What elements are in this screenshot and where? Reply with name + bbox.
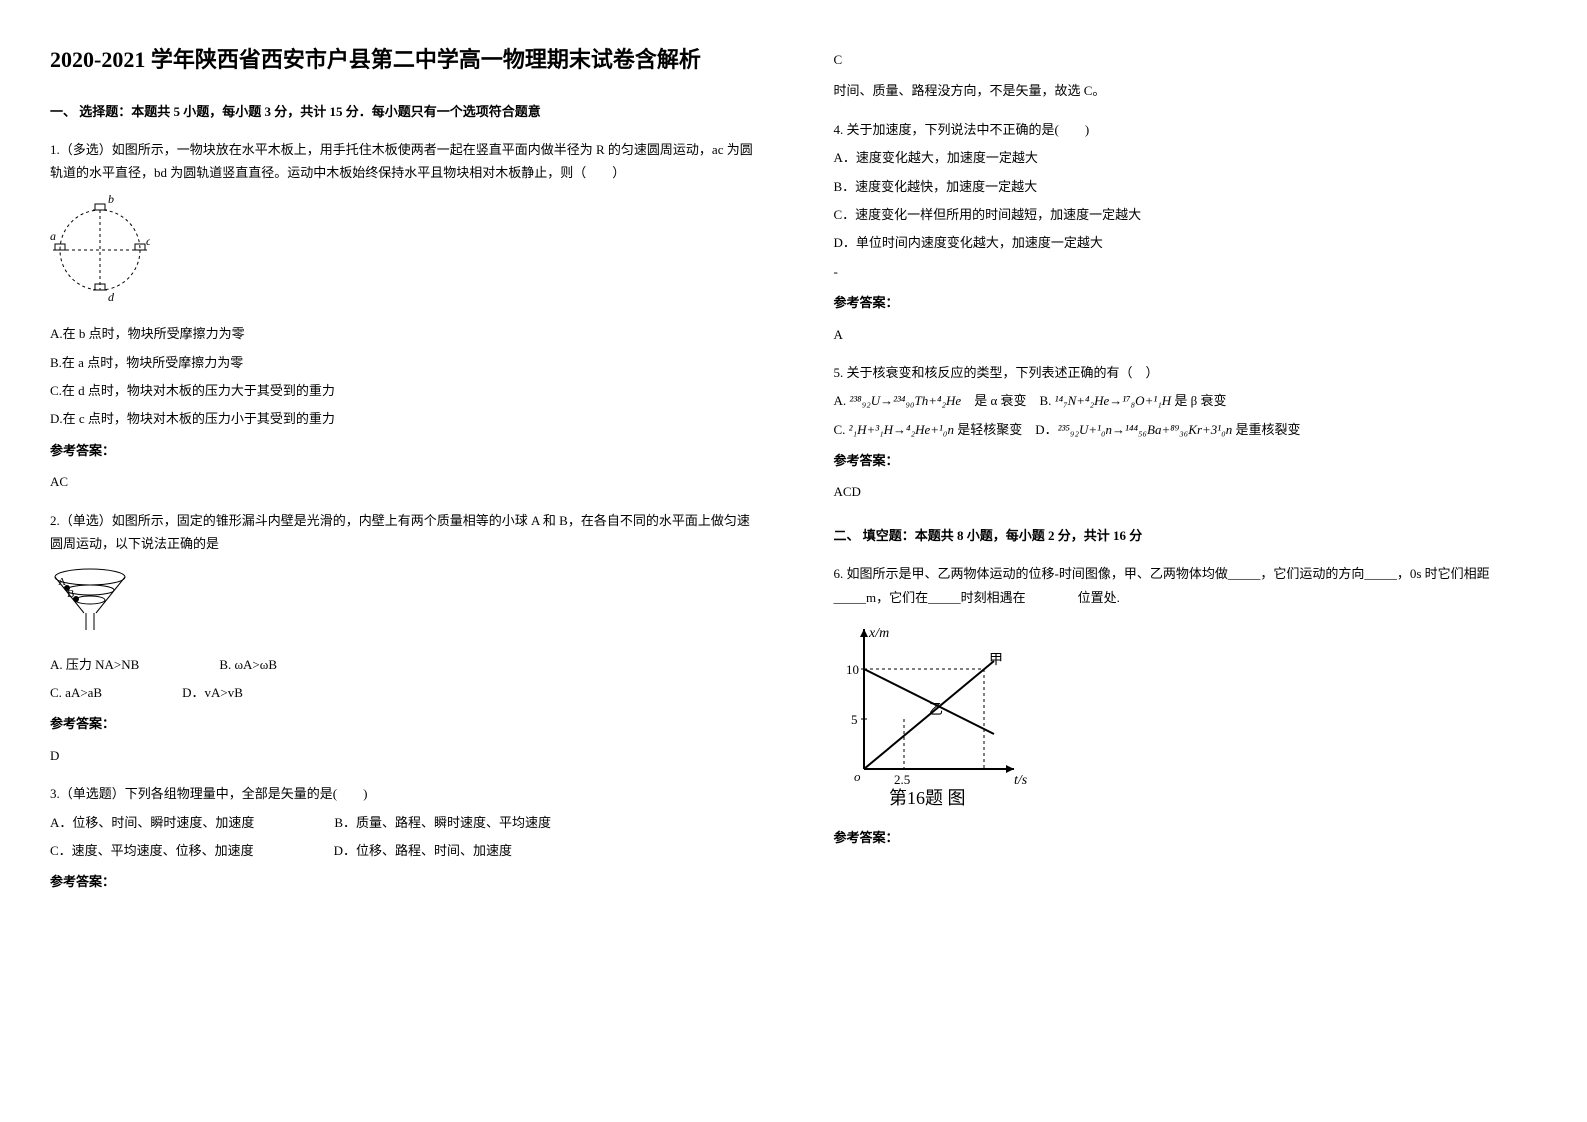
graph-caption: 第16题 图 xyxy=(889,788,966,808)
q2-opt-d: D．vA>vB xyxy=(182,681,243,704)
q5-answer-label: 参考答案： xyxy=(834,449,1538,472)
q5-opt-d-pre: D． xyxy=(1035,422,1057,437)
q2-answer: D xyxy=(50,744,754,767)
q3-stem: 3.（单选题）下列各组物理量中，全部是矢量的是( ) xyxy=(50,782,754,805)
q2-answer-label: 参考答案： xyxy=(50,712,754,735)
q3-row2: C．速度、平均速度、位移、加速度 D．位移、路程、时间、加速度 xyxy=(50,839,754,862)
question-4: 4. 关于加速度，下列说法中不正确的是( ) A．速度变化越大，加速度一定越大 … xyxy=(834,118,1538,346)
q3-opt-a: A．位移、时间、瞬时速度、加速度 xyxy=(50,811,254,834)
q1-answer-label: 参考答案： xyxy=(50,439,754,462)
section-1-header: 一、 选择题：本题共 5 小题，每小题 3 分，共计 15 分．每小题只有一个选… xyxy=(50,100,754,123)
q5-opt-c-pre: C. xyxy=(834,422,849,437)
q3-opt-c: C．速度、平均速度、位移、加速度 xyxy=(50,839,254,862)
line-yi: 乙 xyxy=(929,702,943,718)
xlabel: t/s xyxy=(1014,773,1028,788)
label-d: d xyxy=(108,290,115,304)
q2-opt-b: B. ωA>ωB xyxy=(219,653,277,676)
q5-opt-a-pre: A. xyxy=(834,393,850,408)
q6-figure: x/m t/s 10 5 2.5 o 甲 乙 第16题 图 xyxy=(834,619,1538,816)
q3-answer: C xyxy=(834,48,1538,71)
q5-opt-a-formula: ²³⁸₉₂U→²³⁴₉₀Th+⁴₂He xyxy=(849,393,961,408)
q1-opt-a: A.在 b 点时，物块所受摩擦力为零 xyxy=(50,322,754,345)
question-1: 1.（多选）如图所示，一物块放在水平木板上，用手托住木板使两者一起在竖直平面内做… xyxy=(50,138,754,494)
q5-opt-b-formula: ¹⁴₇N+⁴₂He→¹⁷₈O+¹₁H xyxy=(1055,393,1171,408)
xtick-2.5: 2.5 xyxy=(894,772,910,787)
label-funnel-b: B xyxy=(67,588,74,600)
label-funnel-a: A xyxy=(58,576,66,588)
q5-row-ab: A. ²³⁸₉₂U→²³⁴₉₀Th+⁴₂He 是 α 衰变 B. ¹⁴₇N+⁴₂… xyxy=(834,389,1538,412)
ylabel: x/m xyxy=(868,626,889,641)
q2-row2: C. aA>aB D．vA>vB xyxy=(50,681,754,704)
q5-opt-a-post: 是 α 衰变 xyxy=(961,393,1026,408)
xt-graph-icon: x/m t/s 10 5 2.5 o 甲 乙 第16题 图 xyxy=(834,619,1034,809)
q2-opt-a: A. 压力 NA>NB xyxy=(50,653,139,676)
line-jia: 甲 xyxy=(989,653,1003,668)
left-column: 2020-2021 学年陕西省西安市户县第二中学高一物理期末试卷含解析 一、 选… xyxy=(50,40,754,909)
q2-figure: A B xyxy=(50,565,754,642)
q3-explain: 时间、质量、路程没方向，不是矢量，故选 C。 xyxy=(834,79,1538,102)
q4-stem: 4. 关于加速度，下列说法中不正确的是( ) xyxy=(834,118,1538,141)
q4-opt-d: D．单位时间内速度变化越大，加速度一定越大 xyxy=(834,231,1538,254)
q2-stem: 2.（单选）如图所示，固定的锥形漏斗内壁是光滑的，内壁上有两个质量相等的小球 A… xyxy=(50,509,754,556)
page-title: 2020-2021 学年陕西省西安市户县第二中学高一物理期末试卷含解析 xyxy=(50,40,754,80)
q3-answer-label: 参考答案： xyxy=(50,870,754,893)
label-c: c xyxy=(146,234,150,248)
q3-opt-d: D．位移、路程、时间、加速度 xyxy=(334,839,512,862)
q5-opt-c-post: 是轻核聚变 xyxy=(954,422,1022,437)
label-a: a xyxy=(50,229,56,243)
q1-answer: AC xyxy=(50,470,754,493)
funnel-diagram-icon: A B xyxy=(50,565,130,635)
q4-answer-label: 参考答案： xyxy=(834,291,1538,314)
q1-opt-c: C.在 d 点时，物块对木板的压力大于其受到的重力 xyxy=(50,379,754,402)
section-2-header: 二、 填空题：本题共 8 小题，每小题 2 分，共计 16 分 xyxy=(834,524,1538,547)
question-2: 2.（单选）如图所示，固定的锥形漏斗内壁是光滑的，内壁上有两个质量相等的小球 A… xyxy=(50,509,754,768)
q1-figure: b a c d xyxy=(50,195,754,312)
q4-opt-b: B．速度变化越快，加速度一定越大 xyxy=(834,175,1538,198)
origin-o: o xyxy=(854,769,861,784)
circle-diagram-icon: b a c d xyxy=(50,195,150,305)
q5-row-cd: C. ²₁H+³₁H→⁴₂He+¹₀n 是轻核聚变 D．²³⁵₉₂U+¹₀n→¹… xyxy=(834,418,1538,441)
q6-answer-label: 参考答案： xyxy=(834,826,1538,849)
q6-stem: 6. 如图所示是甲、乙两物体运动的位移-时间图像，甲、乙两物体均做_____，它… xyxy=(834,562,1538,609)
question-3: 3.（单选题）下列各组物理量中，全部是矢量的是( ) A．位移、时间、瞬时速度、… xyxy=(50,782,754,894)
q5-opt-b-pre: B. xyxy=(1040,393,1055,408)
q1-opt-b: B.在 a 点时，物块所受摩擦力为零 xyxy=(50,351,754,374)
q5-opt-b-post: 是 β 衰变 xyxy=(1171,393,1226,408)
question-5: 5. 关于核衰变和核反应的类型，下列表述正确的有（ ） A. ²³⁸₉₂U→²³… xyxy=(834,361,1538,504)
q3-row1: A．位移、时间、瞬时速度、加速度 B．质量、路程、瞬时速度、平均速度 xyxy=(50,811,754,834)
page-root: 2020-2021 学年陕西省西安市户县第二中学高一物理期末试卷含解析 一、 选… xyxy=(50,40,1537,909)
q1-stem: 1.（多选）如图所示，一物块放在水平木板上，用手托住木板使两者一起在竖直平面内做… xyxy=(50,138,754,185)
q5-opt-d-formula: ²³⁵₉₂U+¹₀n→¹⁴⁴₅₆Ba+⁸⁹₃₆Kr+3¹₀n xyxy=(1058,422,1233,437)
q5-answer: ACD xyxy=(834,480,1538,503)
q5-opt-d-post: 是重核裂变 xyxy=(1232,422,1300,437)
q4-opt-c: C．速度变化一样但所用的时间越短，加速度一定越大 xyxy=(834,203,1538,226)
right-column: C 时间、质量、路程没方向，不是矢量，故选 C。 4. 关于加速度，下列说法中不… xyxy=(834,40,1538,909)
q5-stem: 5. 关于核衰变和核反应的类型，下列表述正确的有（ ） xyxy=(834,361,1538,384)
ytick-5: 5 xyxy=(851,712,858,727)
q1-opt-d: D.在 c 点时，物块对木板的压力小于其受到的重力 xyxy=(50,407,754,430)
q2-opt-c: C. aA>aB xyxy=(50,681,102,704)
label-b: b xyxy=(108,195,114,206)
q4-opt-a: A．速度变化越大，加速度一定越大 xyxy=(834,146,1538,169)
q4-answer: A xyxy=(834,323,1538,346)
q3-opt-b: B．质量、路程、瞬时速度、平均速度 xyxy=(334,811,551,834)
ytick-10: 10 xyxy=(846,662,859,677)
q5-opt-c-formula: ²₁H+³₁H→⁴₂He+¹₀n xyxy=(849,422,954,437)
question-6: 6. 如图所示是甲、乙两物体运动的位移-时间图像，甲、乙两物体均做_____，它… xyxy=(834,562,1538,850)
q2-row1: A. 压力 NA>NB B. ωA>ωB xyxy=(50,653,754,676)
